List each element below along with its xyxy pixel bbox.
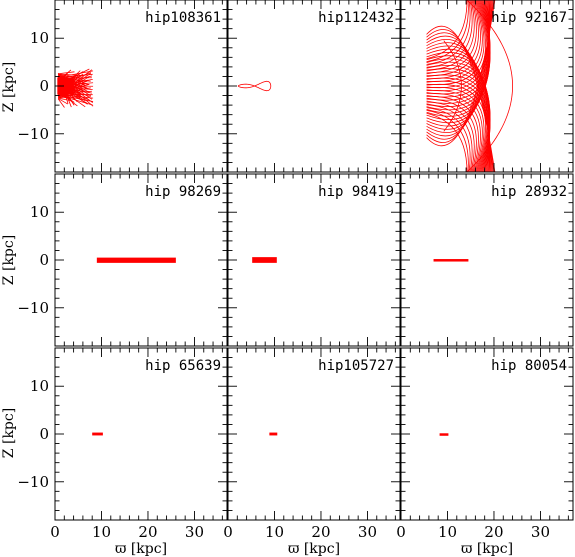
panel-8: 0 10 20 30 hip105727	[223, 347, 401, 541]
x-tick-label: 20	[311, 523, 330, 541]
y-axis-title-row-2: Z [kpc]	[1, 235, 17, 285]
orbit-core	[57, 77, 74, 95]
orbit-band	[92, 432, 103, 436]
y-tick-label: 10	[30, 203, 49, 221]
orbit-band	[433, 259, 469, 262]
x-axis-title-col-1: ϖ [kpc]	[115, 541, 167, 557]
orbit-trace	[237, 80, 272, 92]
y-tick-label: 0	[39, 77, 49, 95]
orbit-arc	[426, 25, 496, 172]
x-axis-title-col-2: ϖ [kpc]	[288, 541, 340, 557]
orbit-arc	[426, 83, 486, 172]
panel-title: hip 98419	[318, 184, 394, 200]
orbit-trace	[439, 433, 449, 436]
orbit-arc	[426, 0, 496, 147]
orbit-trace	[252, 257, 277, 263]
panel-5: hip 98419	[227, 173, 401, 347]
x-tick-label: 0	[223, 523, 233, 541]
orbit-segment	[58, 98, 69, 105]
y-tick-label: −10	[17, 299, 49, 317]
orbit-band	[269, 432, 278, 436]
y-tick-label: −10	[17, 473, 49, 491]
orbit-segment	[58, 73, 78, 76]
orbit-segment	[57, 98, 65, 108]
panel-title: hip 80054	[491, 358, 567, 374]
panel-9: 0 10 20 30 hip 80054	[396, 347, 574, 541]
orbit-trace	[96, 257, 176, 263]
orbit-segment	[58, 73, 81, 80]
x-tick-label: 20	[138, 523, 157, 541]
panel-title: hip112432	[318, 10, 394, 26]
orbit-band	[252, 257, 277, 263]
panel-title: hip 28932	[491, 184, 567, 200]
orbit-envelope	[466, 0, 513, 172]
panel-3: hip 92167	[400, 0, 574, 173]
orbit-loop	[237, 80, 272, 92]
panel-2: hip112432	[227, 0, 401, 173]
x-axis-title-col-3: ϖ [kpc]	[461, 541, 513, 557]
x-tick-label: 30	[358, 523, 377, 541]
orbit-trace	[426, 0, 513, 172]
x-tick-label: 30	[185, 523, 204, 541]
x-tick-label: 0	[50, 523, 60, 541]
y-axis-title-row-1: Z [kpc]	[1, 62, 17, 112]
orbit-trace	[269, 432, 278, 436]
y-tick-label: −10	[17, 125, 49, 143]
panel-title: hip 65639	[145, 358, 221, 374]
orbit-band	[96, 257, 176, 263]
panel-4: −10 0 10 hip 98269	[17, 173, 228, 347]
panel-7: 0 10 20 30 −10 0 10 hip 65639	[17, 347, 228, 541]
panel-title: hip 92167	[491, 10, 567, 26]
y-tick-label: 0	[39, 425, 49, 443]
panels-layer: −10 0 10 hip108361 hip112432 hip 92167 −10 0 10 h…	[17, 0, 574, 541]
panel-title: hip105727	[318, 358, 394, 374]
x-tick-label: 20	[484, 523, 503, 541]
x-tick-label: 10	[92, 523, 111, 541]
orbit-arc	[426, 110, 469, 172]
panel-title: hip 98269	[145, 184, 221, 200]
y-axis-title-row-3: Z [kpc]	[1, 408, 17, 458]
x-tick-label: 10	[438, 523, 457, 541]
x-tick-label: 10	[265, 523, 284, 541]
panel-6: hip 28932	[400, 173, 574, 347]
panel-1: −10 0 10 hip108361	[17, 0, 228, 173]
panel-title: hip108361	[145, 10, 221, 26]
y-tick-label: 10	[30, 377, 49, 395]
y-tick-label: 0	[39, 251, 49, 269]
orbit-arc	[426, 0, 486, 89]
orbit-trace	[433, 259, 469, 262]
orbit-band	[439, 433, 449, 436]
orbit-trace	[57, 68, 94, 108]
orbit-arc	[426, 0, 469, 62]
axis-titles-layer: ϖ [kpc] ϖ [kpc] ϖ [kpc] Z [kpc] Z [kpc] …	[1, 62, 513, 557]
x-tick-label: 0	[396, 523, 406, 541]
orbit-segment	[58, 71, 75, 75]
orbit-trace	[92, 432, 103, 436]
y-tick-label: 10	[30, 29, 49, 47]
x-tick-label: 30	[531, 523, 550, 541]
